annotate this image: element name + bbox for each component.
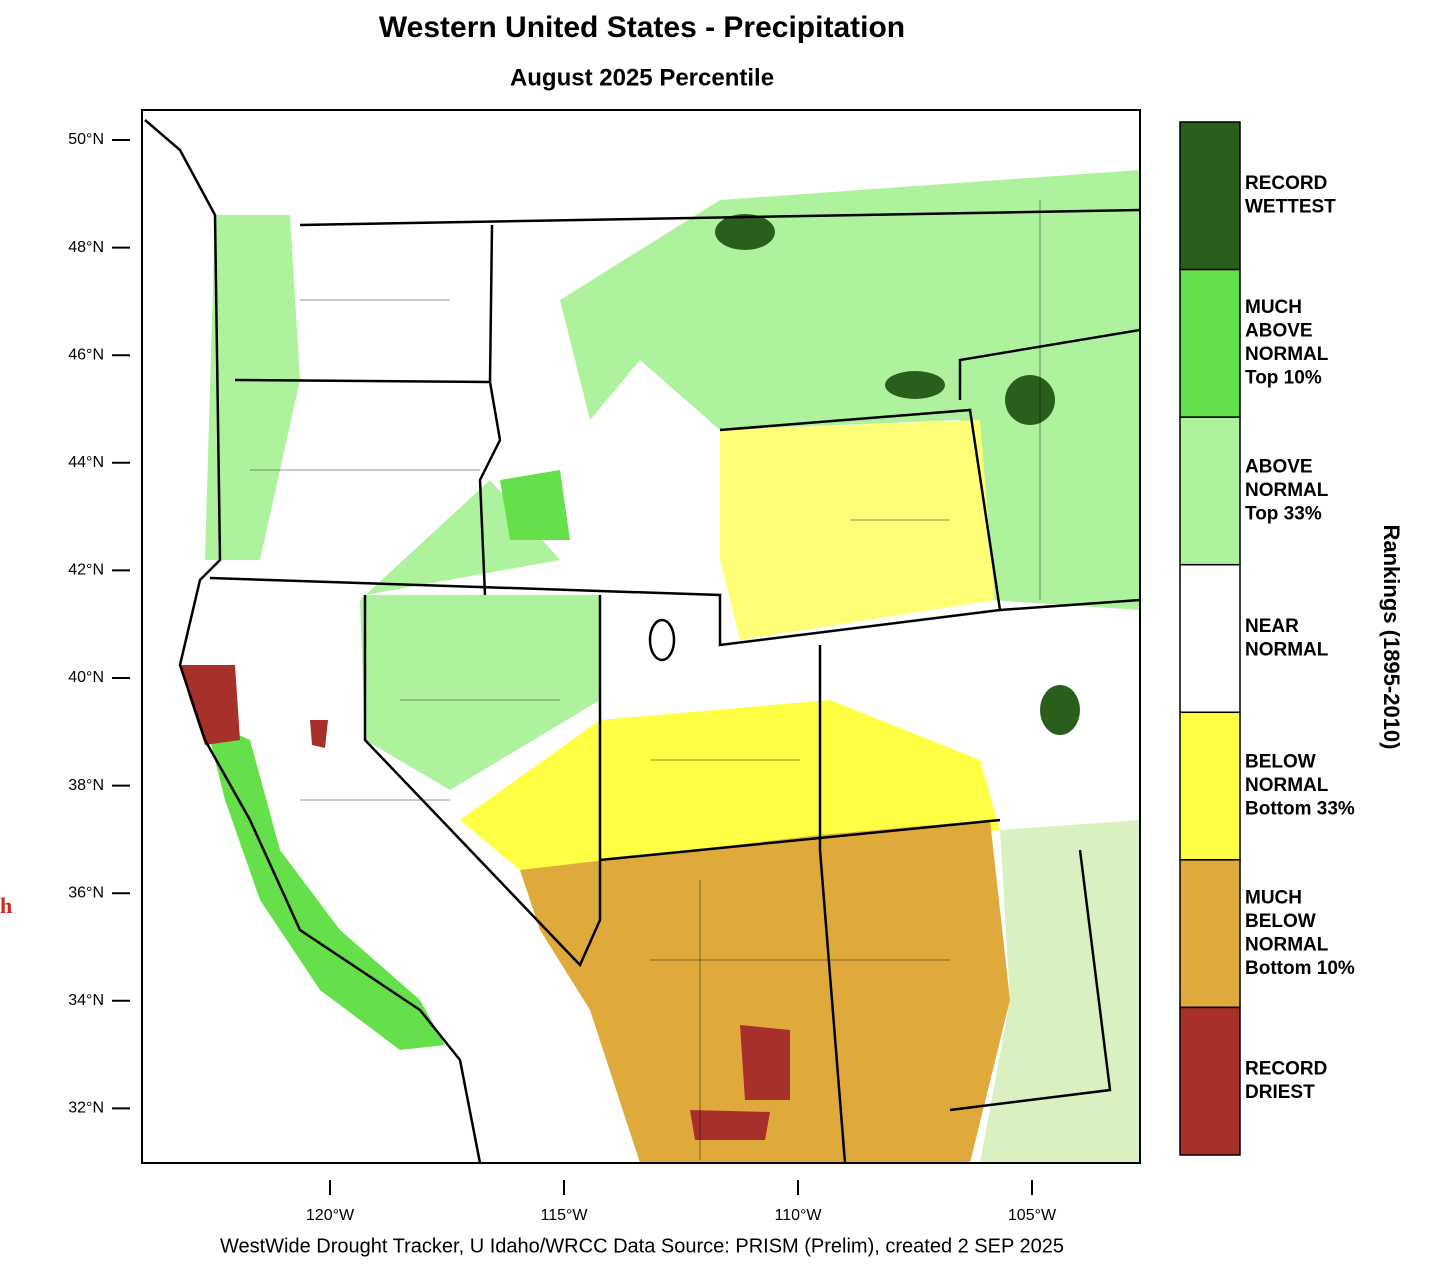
legend-swatch xyxy=(1179,563,1241,714)
legend-title: Rankings (1895-2010) xyxy=(1379,525,1404,750)
lon-tick-label: 115°W xyxy=(540,1207,588,1224)
legend-label: RECORD xyxy=(1245,173,1327,194)
legend-label: RECORD xyxy=(1245,1058,1327,1079)
legend-label: Bottom 10% xyxy=(1245,958,1355,979)
region-green-id xyxy=(500,470,570,540)
spot-dark-green xyxy=(1040,685,1080,735)
legend-label: NORMAL xyxy=(1245,344,1329,365)
legend-swatch xyxy=(1179,711,1241,861)
legend-label: Top 33% xyxy=(1245,503,1322,524)
region-green-nv xyxy=(360,480,600,790)
spot-red xyxy=(690,1110,770,1140)
coastline xyxy=(144,119,482,1163)
legend-label: ABOVE xyxy=(1245,456,1313,477)
stray-text: h xyxy=(0,893,12,918)
legend-label: Bottom 33% xyxy=(1245,799,1355,820)
state-borders xyxy=(209,224,1140,1163)
lon-tick-label: 105°W xyxy=(1008,1207,1057,1224)
map-frame xyxy=(141,109,1141,1164)
legend-label: NORMAL xyxy=(1245,480,1329,501)
spot-red xyxy=(310,720,328,748)
lat-tick-label: 32°N xyxy=(68,1100,104,1117)
region-mixed-se xyxy=(980,820,1140,1163)
legend-label: Top 10% xyxy=(1245,368,1322,389)
lat-tick-label: 36°N xyxy=(68,884,104,901)
legend-swatch xyxy=(1179,859,1241,1009)
spot-red xyxy=(180,665,240,745)
legend-swatch xyxy=(1179,416,1241,566)
footer: WestWide Drought Tracker, U Idaho/WRCC D… xyxy=(220,1235,1064,1257)
subtitle: August 2025 Percentile xyxy=(510,64,774,91)
legend-label: BELOW xyxy=(1245,911,1316,932)
lat-tick-label: 42°N xyxy=(68,562,104,579)
lat-tick-label: 34°N xyxy=(68,992,104,1009)
lat-tick-label: 50°N xyxy=(68,131,104,148)
spot-dark-green xyxy=(1005,375,1055,425)
region-green-ne xyxy=(560,170,1140,610)
region-yellow-wy xyxy=(720,420,995,640)
lat-tick-label: 48°N xyxy=(68,239,104,256)
map-area xyxy=(142,110,1140,1163)
legend-swatch xyxy=(1179,268,1241,418)
legend-swatch xyxy=(1179,121,1241,271)
lon-tick-label: 110°W xyxy=(774,1207,822,1224)
lat-tick-label: 38°N xyxy=(68,777,104,794)
legend-label: BELOW xyxy=(1245,752,1316,773)
great-salt-lake xyxy=(648,618,676,662)
legend-label: MUCH xyxy=(1245,297,1302,318)
border-canada xyxy=(299,208,1140,227)
legend-label: NORMAL xyxy=(1245,639,1329,660)
county-lines xyxy=(250,200,1041,1160)
lat-tick-label: 46°N xyxy=(68,346,104,363)
legend-label: WETTEST xyxy=(1245,197,1336,218)
legend-label: ABOVE xyxy=(1245,321,1313,342)
legend-label: NEAR xyxy=(1245,616,1299,637)
region-green-ca xyxy=(205,720,445,1050)
legend-label: NORMAL xyxy=(1245,775,1329,796)
region-yellow-belt xyxy=(460,700,1000,870)
spot-red xyxy=(740,1025,790,1100)
lon-tick-label: 120°W xyxy=(306,1207,355,1224)
lat-tick-label: 44°N xyxy=(68,454,104,471)
region-orange-sw xyxy=(520,820,1010,1163)
legend-swatch xyxy=(1179,1006,1241,1156)
spot-dark-green xyxy=(885,371,945,399)
region-green-nw xyxy=(205,215,300,560)
legend-label: MUCH xyxy=(1245,887,1302,908)
lat-tick-label: 40°N xyxy=(68,669,104,686)
legend-label: DRIEST xyxy=(1245,1082,1315,1103)
legend-label: NORMAL xyxy=(1245,934,1329,955)
spot-dark-green xyxy=(715,214,775,250)
title: Western United States - Precipitation xyxy=(379,11,905,44)
